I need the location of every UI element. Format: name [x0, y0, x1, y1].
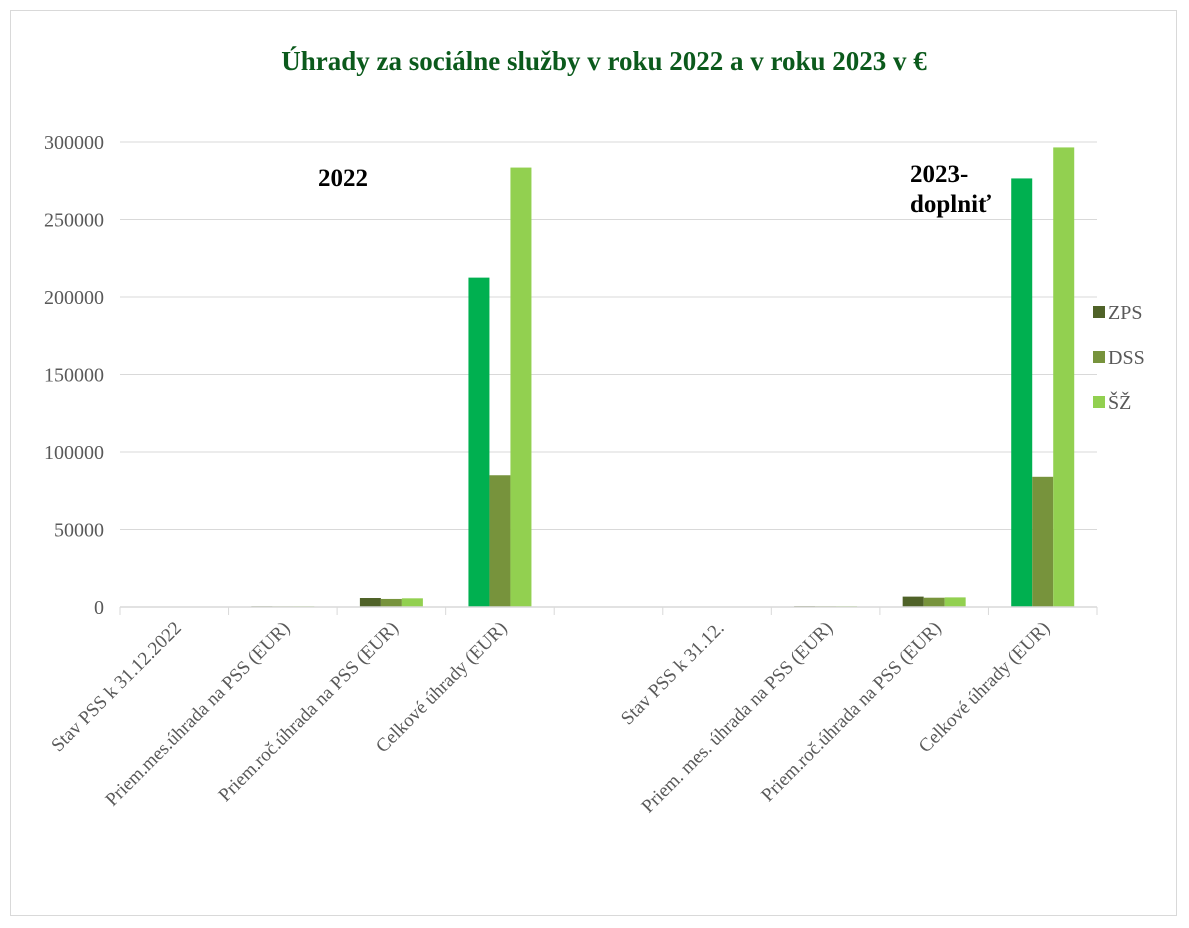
y-tick-label: 0	[94, 597, 104, 619]
legend: ZPS DSS ŠŽ	[1093, 302, 1145, 414]
x-axis	[119, 606, 1098, 615]
bar-zps	[359, 598, 381, 607]
bar-dss	[380, 598, 402, 607]
y-tick-label: 150000	[44, 365, 104, 387]
x-category-label: Priem.mes.úhrada na PSS (EUR)	[102, 618, 295, 811]
x-category-label: Priem.roč.úhrada na PSS (EUR)	[215, 618, 403, 806]
x-category-label: Priem.roč.úhrada na PSS (EUR)	[757, 618, 945, 806]
legend-swatch	[1093, 396, 1105, 408]
bar-extra	[1011, 178, 1033, 608]
y-axis-ticks: 0 50000 100000 150000 200000 250000 300000	[44, 132, 104, 619]
y-tick-label: 100000	[44, 442, 104, 464]
gridlines	[120, 141, 1097, 530]
legend-label: ŠŽ	[1108, 390, 1131, 414]
bar-šž	[1053, 147, 1075, 608]
bar-šž	[401, 598, 423, 607]
legend-label: ZPS	[1108, 302, 1142, 324]
y-tick-label: 50000	[54, 520, 104, 542]
x-category-label: Priem. mes. úhrada na PSS (EUR)	[638, 618, 838, 818]
annotation-label: 2023-doplniť	[910, 161, 991, 218]
y-tick-label: 250000	[44, 210, 104, 232]
x-category-label: Stav PSS k 31.12.	[617, 618, 729, 730]
bar-dss	[923, 597, 945, 607]
legend-swatch	[1093, 306, 1105, 318]
legend-swatch	[1093, 351, 1105, 363]
bars	[142, 147, 1075, 608]
bar-šž	[510, 167, 532, 607]
bar-dss	[1032, 476, 1054, 607]
bar-extra	[468, 277, 490, 607]
bar-dss	[489, 475, 511, 607]
annotations: 2022 2023-doplniť	[318, 161, 991, 218]
y-tick-label: 200000	[44, 287, 104, 309]
bar-šž	[944, 597, 966, 607]
bar-zps	[902, 596, 924, 607]
annotation-label: 2022	[318, 165, 368, 192]
legend-label: DSS	[1108, 347, 1145, 369]
y-tick-label: 300000	[44, 132, 104, 154]
chart-frame	[10, 10, 1177, 916]
chart-title: Úhrady za sociálne služby v roku 2022 a …	[281, 46, 927, 76]
